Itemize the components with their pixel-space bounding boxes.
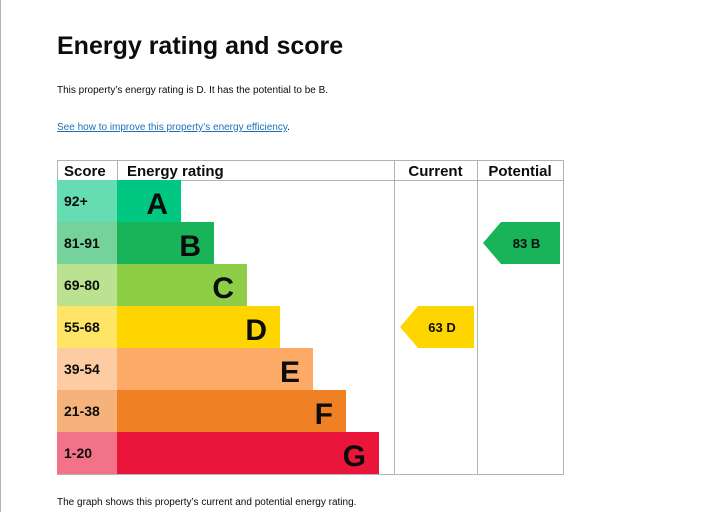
score-range-g: 1-20 bbox=[64, 445, 92, 461]
header-score: Score bbox=[64, 163, 106, 180]
rating-letter-d: D bbox=[245, 314, 267, 347]
potential-rating-label: 83 B bbox=[513, 236, 540, 251]
rating-summary: This property’s energy rating is D. It h… bbox=[57, 85, 329, 96]
rating-letter-g: G bbox=[343, 440, 366, 473]
score-cell-e bbox=[57, 348, 117, 390]
score-cell-c bbox=[57, 264, 117, 306]
rating-letter-f: F bbox=[315, 398, 333, 431]
rating-bar-g bbox=[117, 432, 379, 474]
rating-bar-e bbox=[117, 348, 313, 390]
rating-letter-a: A bbox=[146, 188, 168, 221]
score-cell-a bbox=[57, 180, 117, 222]
score-cell-b bbox=[57, 222, 117, 264]
score-range-b: 81-91 bbox=[64, 235, 100, 251]
current-arrow bbox=[400, 306, 474, 348]
page-title: Energy rating and score bbox=[57, 32, 344, 60]
improve-link-suffix: . bbox=[287, 122, 290, 133]
rating-bar-b bbox=[117, 222, 214, 264]
header-current: Current bbox=[408, 163, 462, 180]
rating-bar-d bbox=[117, 306, 280, 348]
rating-bar-a bbox=[117, 180, 181, 222]
rating-letter-b: B bbox=[179, 230, 201, 263]
potential-arrow bbox=[483, 222, 560, 264]
score-cell-d bbox=[57, 306, 117, 348]
rating-bar-f bbox=[117, 390, 346, 432]
graph-footnote: The graph shows this property’s current … bbox=[57, 497, 357, 508]
header-energy-rating: Energy rating bbox=[127, 163, 224, 180]
score-cell-f bbox=[57, 390, 117, 432]
page-left-border bbox=[0, 0, 1, 512]
score-range-e: 39-54 bbox=[64, 361, 100, 377]
rating-letter-e: E bbox=[280, 356, 300, 389]
header-potential: Potential bbox=[488, 163, 551, 180]
score-range-d: 55-68 bbox=[64, 319, 100, 335]
improve-efficiency-link[interactable]: See how to improve this property’s energ… bbox=[57, 122, 288, 133]
score-range-a: 92+ bbox=[64, 193, 88, 209]
score-range-f: 21-38 bbox=[64, 403, 100, 419]
score-cell-g bbox=[57, 432, 117, 474]
score-range-c: 69-80 bbox=[64, 277, 100, 293]
improve-link-line: See how to improve this property’s energ… bbox=[57, 121, 290, 134]
current-rating-label: 63 D bbox=[428, 320, 455, 335]
rating-letter-c: C bbox=[212, 272, 234, 305]
rating-bar-c bbox=[117, 264, 247, 306]
